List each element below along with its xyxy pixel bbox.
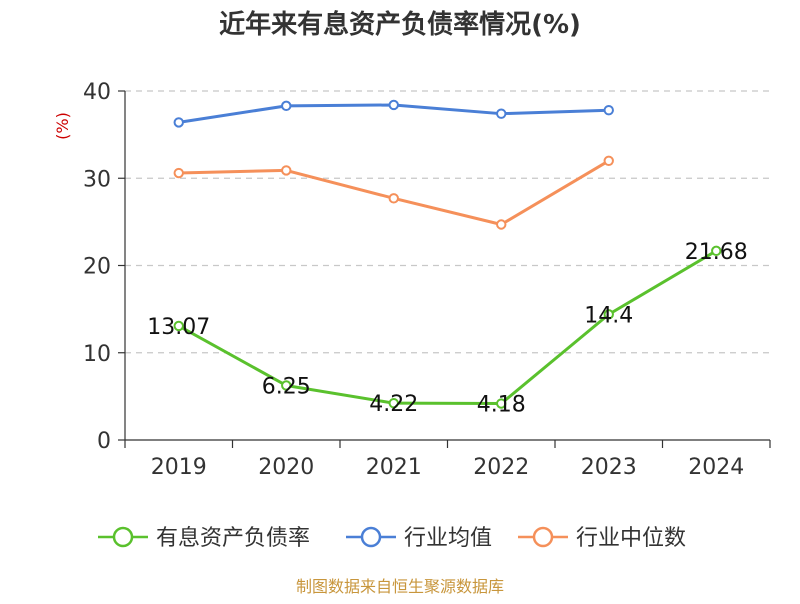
- legend-swatch-marker-0: [112, 526, 134, 548]
- y-tick-label-2: 20: [83, 255, 111, 280]
- series-2-point-2023[interactable]: [603, 155, 614, 167]
- y-tick-label-1: 10: [83, 342, 111, 367]
- series-1-point-2019[interactable]: [173, 117, 184, 128]
- series-0-point-2020[interactable]: [281, 380, 292, 391]
- series-0-point-2024[interactable]: [711, 245, 722, 257]
- data-label-2022: 4.18: [477, 393, 526, 418]
- x-tick-label-2020: 2020: [258, 455, 314, 480]
- grid-layer: [125, 90, 770, 354]
- y-tick-label-3: 30: [83, 167, 111, 192]
- series-1-point-2020[interactable]: [281, 100, 292, 112]
- y-tick-label-4: 40: [83, 80, 111, 105]
- legend-item-0[interactable]: 有息资产负债率: [98, 526, 310, 551]
- legend-item-1[interactable]: 行业均值: [346, 526, 492, 551]
- x-tick-label-2024: 2024: [688, 455, 744, 480]
- series-0-point-2022[interactable]: [496, 398, 507, 409]
- series-0-point-2023[interactable]: [603, 309, 614, 320]
- axis-layer: 0 10 20 30 40 2019 2020 2021 2022 2023 2024: [83, 80, 771, 480]
- series-0-point-2019[interactable]: [173, 320, 184, 332]
- series-1-point-2021[interactable]: [388, 99, 399, 111]
- legend-item-2[interactable]: 行业中位数: [518, 526, 686, 551]
- chart-title: 近年来有息资产负债率情况(%): [219, 9, 581, 40]
- series-2-point-2019[interactable]: [173, 167, 184, 179]
- y-axis-label: (%): [53, 112, 72, 140]
- series-0: [173, 245, 722, 409]
- data-label-layer: 13.07 6.25 4.22 4.18 14.4 21.68: [147, 240, 747, 418]
- legend-label-2: 行业中位数: [576, 526, 686, 551]
- series-1-point-2022[interactable]: [496, 108, 507, 119]
- series-2-point-2020[interactable]: [281, 165, 292, 176]
- x-tick-label-2021: 2021: [366, 455, 422, 480]
- legend: 有息资产负债率 行业均值 行业中位数: [98, 526, 686, 551]
- y-tick-label-0: 0: [97, 429, 111, 454]
- x-tick-label-2022: 2022: [473, 455, 529, 480]
- series-line-0: [178, 249, 718, 406]
- data-label-2021: 4.22: [369, 392, 418, 417]
- data-label-2023: 14.4: [584, 303, 633, 328]
- series-2: [173, 155, 614, 230]
- data-label-2020: 6.25: [262, 374, 311, 399]
- data-label-2024: 21.68: [685, 240, 748, 265]
- source-note: 制图数据来自恒生聚源数据库: [296, 577, 504, 596]
- series-2-point-2022[interactable]: [496, 219, 507, 230]
- legend-swatch-marker-2: [532, 526, 554, 548]
- series-layer: [173, 99, 722, 409]
- series-1-point-2023[interactable]: [603, 104, 614, 116]
- series-1: [173, 99, 614, 128]
- x-tick-label-2023: 2023: [581, 455, 637, 480]
- series-2-point-2021[interactable]: [388, 193, 399, 204]
- series-0-point-2021[interactable]: [388, 397, 399, 409]
- legend-label-0: 有息资产负债率: [156, 526, 310, 551]
- series-line-2: [178, 159, 610, 226]
- x-tick-label-2019: 2019: [151, 455, 207, 480]
- legend-label-1: 行业均值: [404, 526, 492, 551]
- data-label-2019: 13.07: [147, 315, 210, 340]
- legend-swatch-marker-1: [360, 526, 382, 548]
